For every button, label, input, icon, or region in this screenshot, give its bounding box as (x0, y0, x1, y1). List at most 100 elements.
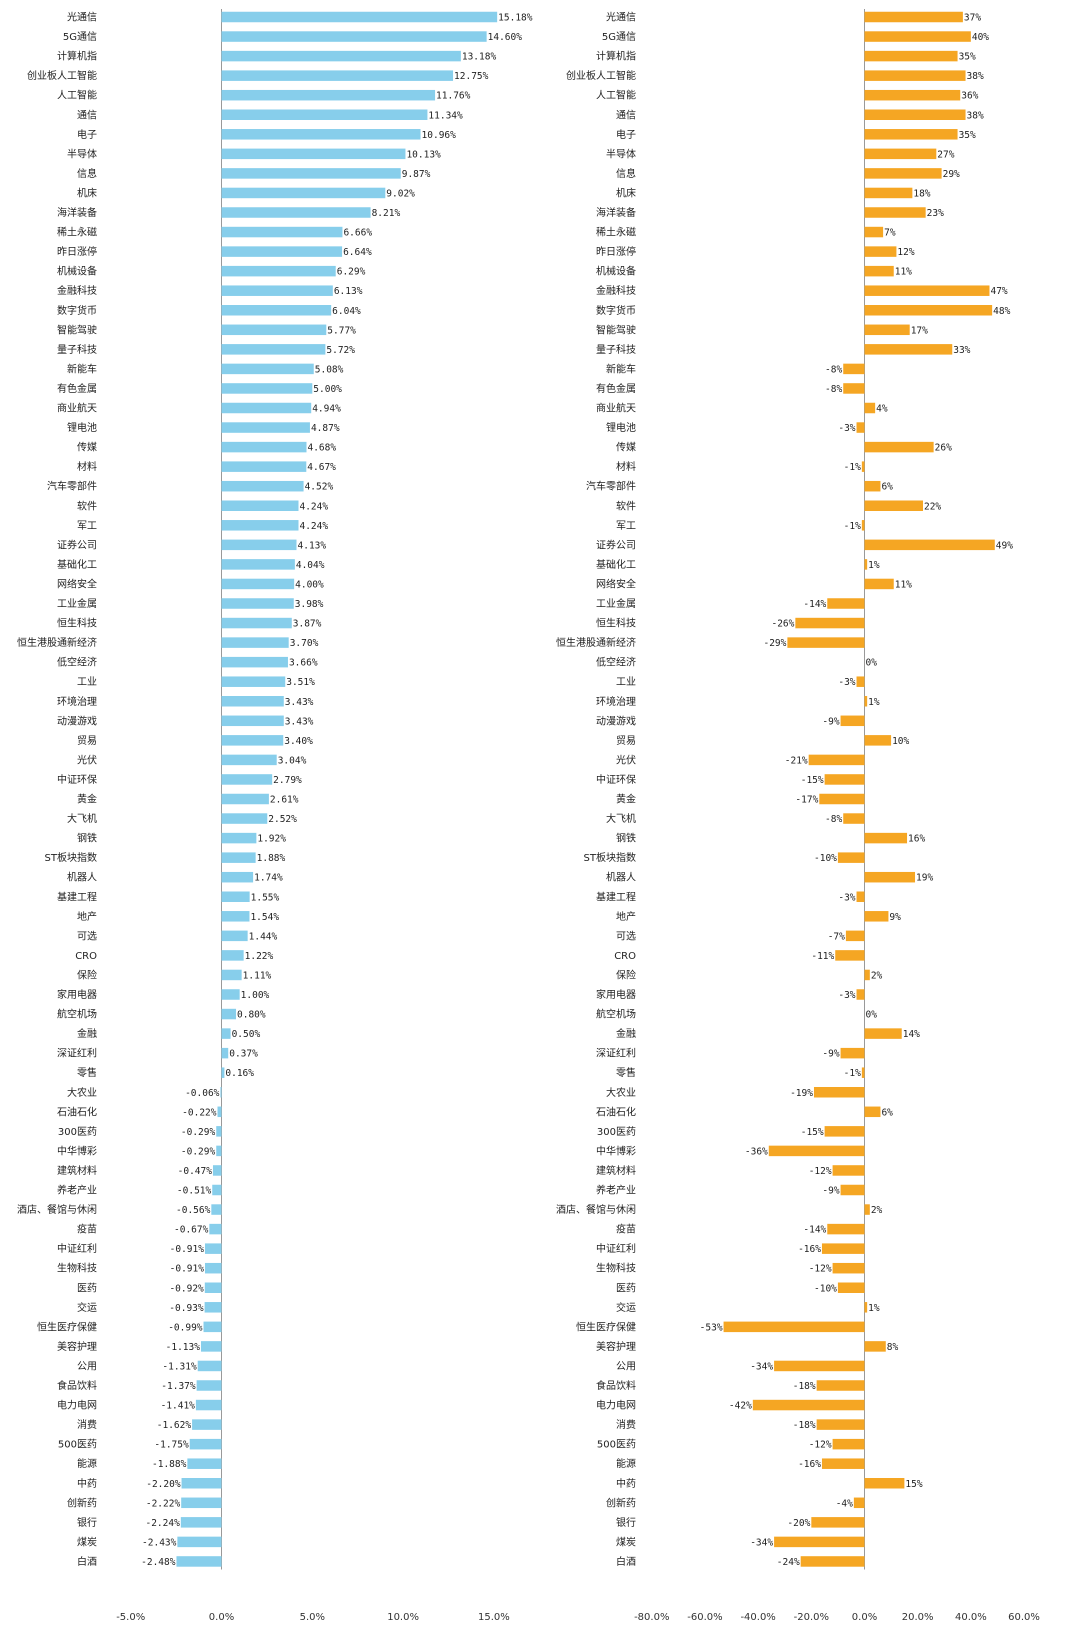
bar (861, 1067, 865, 1078)
value-label: 1% (868, 560, 880, 571)
value-label: -0.56% (176, 1205, 211, 1216)
bar (216, 1126, 222, 1137)
value-label: 49% (996, 540, 1013, 551)
value-label: -42% (729, 1401, 752, 1412)
category-label: 白酒 (616, 1555, 636, 1568)
value-label: 18% (913, 188, 930, 199)
value-label: 3.66% (289, 658, 318, 669)
bar (864, 1478, 905, 1489)
category-label: 金融科技 (57, 284, 97, 297)
category-label: 能源 (616, 1457, 636, 1470)
category-label: 美容护理 (596, 1340, 636, 1353)
category-label: 航空机场 (57, 1008, 97, 1021)
value-label: 38% (967, 71, 984, 82)
value-label: 12% (897, 247, 914, 258)
value-label: 4.13% (298, 540, 327, 551)
bar (176, 1556, 222, 1567)
value-label: -0.22% (182, 1107, 217, 1118)
value-label: -1% (844, 462, 861, 473)
value-label: -0.06% (185, 1088, 220, 1099)
category-label: 商业航天 (57, 402, 97, 415)
bar (861, 461, 865, 472)
value-label: 4.68% (307, 443, 336, 454)
category-label: 信息 (616, 167, 636, 180)
value-label: 2.52% (268, 814, 297, 825)
category-label: 公用 (616, 1361, 636, 1372)
value-label: -9% (822, 1186, 839, 1197)
category-label: 金融科技 (596, 284, 636, 297)
bar (768, 1145, 865, 1157)
bar (204, 1243, 222, 1254)
category-label: 电子 (77, 128, 97, 141)
value-label: 2% (871, 970, 883, 981)
bar (864, 187, 913, 199)
category-label: 5G通信 (602, 31, 636, 43)
value-label: -1% (844, 1068, 861, 1079)
category-label: 交运 (616, 1301, 636, 1314)
bar (217, 1106, 222, 1118)
bar (221, 324, 327, 336)
category-label: 金融 (616, 1027, 636, 1040)
value-label: 8% (887, 1342, 899, 1353)
category-label: 锂电池 (606, 421, 636, 434)
bar (221, 1067, 225, 1078)
value-label: -2.24% (145, 1518, 180, 1529)
value-label: -1.31% (162, 1361, 197, 1372)
value-label: -1.62% (157, 1420, 192, 1431)
value-label: 5.08% (315, 364, 344, 375)
bar (837, 852, 865, 863)
bar (864, 539, 995, 551)
value-label: 3.04% (278, 755, 307, 766)
bar (177, 1536, 222, 1548)
category-label: 可选 (77, 929, 97, 942)
bar (221, 793, 269, 805)
value-label: -10% (814, 1283, 837, 1294)
bar (187, 1458, 222, 1469)
value-label: -53% (700, 1322, 723, 1333)
category-label: 机器人 (606, 871, 636, 884)
category-label: 酒店、餐馆与休闲 (17, 1203, 97, 1216)
bar (864, 911, 889, 922)
category-label: 大飞机 (606, 812, 636, 825)
category-label: 疫苗 (77, 1223, 97, 1236)
category-label: 机械设备 (596, 265, 636, 278)
value-label: -0.91% (170, 1264, 205, 1275)
bar (221, 969, 242, 981)
bar (221, 559, 295, 570)
category-label: 建筑材料 (596, 1164, 636, 1177)
value-label: -2.22% (146, 1498, 181, 1509)
bar (221, 70, 454, 81)
bar (774, 1360, 865, 1372)
bar (221, 344, 326, 355)
category-label: 软件 (77, 499, 97, 512)
value-label: -3% (838, 677, 855, 688)
category-label: 煤炭 (77, 1535, 97, 1548)
category-label: 汽车零部件 (47, 480, 97, 493)
category-label: 机床 (616, 186, 636, 199)
bar (864, 441, 934, 453)
category-label: 材料 (77, 460, 97, 473)
bar (221, 285, 333, 296)
bar (800, 1556, 865, 1567)
value-label: -1.41% (161, 1401, 196, 1412)
bar (221, 109, 428, 120)
category-label: 海洋装备 (57, 206, 97, 219)
value-label: -0.92% (169, 1283, 204, 1294)
bar (864, 285, 990, 296)
value-label: 3.43% (285, 716, 314, 727)
value-label: 33% (953, 345, 970, 356)
value-label: 11.34% (428, 110, 463, 121)
bar (864, 11, 963, 23)
bar (221, 1028, 231, 1039)
bar (221, 735, 284, 746)
category-label: 大飞机 (67, 812, 97, 825)
bar (197, 1360, 222, 1372)
x-tick-label: 5.0% (300, 1612, 325, 1623)
value-label: -3% (838, 892, 855, 903)
category-label: 300医药 (58, 1126, 97, 1138)
category-label: 昨日涨停 (596, 245, 636, 258)
value-label: 36% (961, 91, 978, 102)
category-label: 工业金属 (596, 597, 636, 610)
category-label: ST板块指数 (45, 851, 97, 864)
